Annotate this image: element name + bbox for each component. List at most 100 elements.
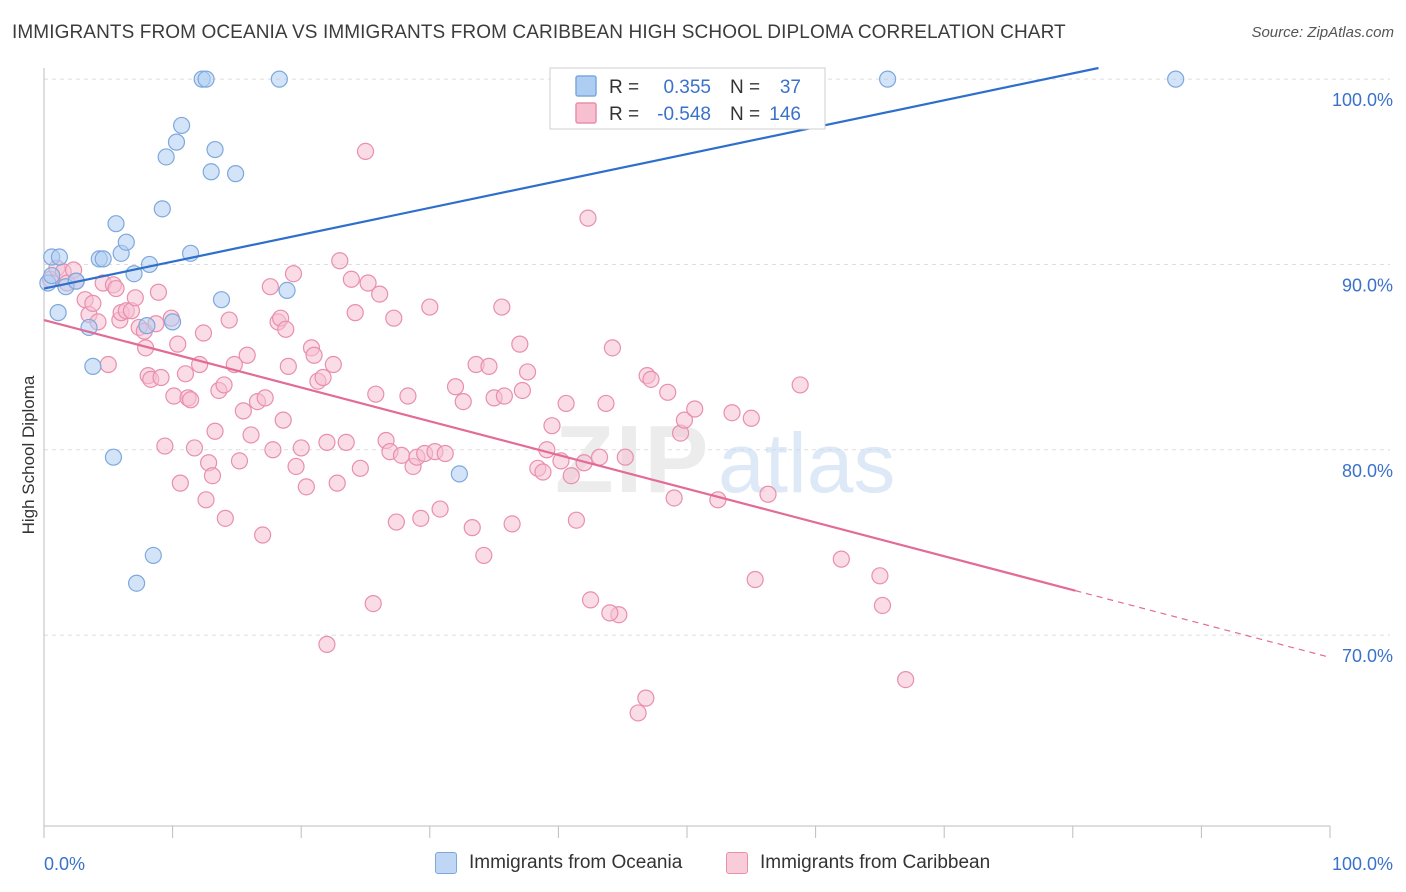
point-caribbean bbox=[171, 474, 189, 492]
legend-swatch-oceania bbox=[575, 75, 597, 97]
point-caribbean bbox=[230, 452, 249, 470]
point-caribbean bbox=[791, 376, 809, 394]
point-caribbean bbox=[165, 387, 183, 405]
series-caribbean-points bbox=[41, 142, 915, 722]
point-oceania bbox=[157, 148, 175, 166]
point-caribbean bbox=[637, 689, 655, 707]
legend-n-label-caribbean: N = bbox=[730, 104, 760, 125]
point-oceania bbox=[127, 574, 146, 592]
point-oceania bbox=[270, 70, 288, 88]
point-caribbean bbox=[287, 457, 305, 476]
point-oceania bbox=[167, 133, 186, 151]
point-oceania bbox=[153, 200, 171, 218]
point-caribbean bbox=[318, 635, 336, 653]
series-legend: Immigrants from Oceania Immigrants from … bbox=[0, 852, 1406, 878]
point-caribbean bbox=[412, 509, 430, 527]
point-caribbean bbox=[675, 411, 694, 429]
point-caribbean bbox=[597, 394, 615, 413]
legend-r-label-oceania: R = bbox=[609, 77, 639, 98]
watermark-atlas: atlas bbox=[718, 416, 895, 510]
point-caribbean bbox=[242, 426, 260, 444]
point-caribbean bbox=[562, 467, 580, 485]
legend-swatch-oceania bbox=[435, 852, 457, 874]
point-caribbean bbox=[256, 389, 274, 407]
point-oceania bbox=[879, 70, 897, 88]
x-tick-labels: 0.0% 100.0% bbox=[44, 854, 1393, 874]
point-caribbean bbox=[832, 550, 850, 568]
point-oceania bbox=[173, 116, 191, 135]
legend-n-value-oceania: 37 bbox=[780, 77, 801, 98]
trend-line-caribbean-extension bbox=[1075, 590, 1331, 658]
point-caribbean bbox=[359, 274, 377, 292]
point-caribbean bbox=[387, 513, 405, 531]
point-oceania bbox=[138, 317, 156, 335]
point-caribbean bbox=[534, 463, 552, 481]
point-caribbean bbox=[84, 294, 102, 312]
point-caribbean bbox=[194, 324, 213, 342]
point-caribbean bbox=[342, 270, 360, 288]
point-caribbean bbox=[156, 437, 174, 455]
legend-r-label-caribbean: R = bbox=[609, 104, 639, 125]
point-oceania bbox=[94, 250, 112, 268]
point-oceania bbox=[84, 357, 102, 375]
point-caribbean bbox=[709, 491, 727, 509]
point-caribbean bbox=[346, 304, 364, 322]
point-caribbean bbox=[579, 209, 597, 227]
point-oceania bbox=[107, 215, 125, 233]
point-caribbean bbox=[421, 298, 439, 316]
point-oceania bbox=[50, 248, 69, 266]
legend-item-oceania[interactable]: Immigrants from Oceania bbox=[435, 852, 682, 874]
point-caribbean bbox=[185, 439, 204, 457]
point-caribbean bbox=[371, 285, 389, 303]
point-caribbean bbox=[126, 289, 144, 307]
point-caribbean bbox=[99, 355, 117, 374]
point-caribbean bbox=[436, 444, 454, 463]
point-oceania bbox=[104, 448, 123, 466]
point-caribbean bbox=[446, 378, 465, 396]
point-oceania bbox=[49, 304, 67, 322]
point-caribbean bbox=[511, 335, 529, 353]
point-oceania bbox=[144, 546, 162, 565]
point-caribbean bbox=[331, 252, 349, 270]
legend-item-caribbean[interactable]: Immigrants from Caribbean bbox=[726, 852, 990, 874]
trend-line-oceania bbox=[43, 66, 1099, 290]
point-caribbean bbox=[567, 511, 586, 529]
point-caribbean bbox=[665, 489, 683, 507]
point-caribbean bbox=[601, 604, 619, 622]
point-caribbean bbox=[234, 402, 252, 420]
x-tick-label: 0.0% bbox=[44, 854, 85, 874]
axes bbox=[43, 68, 1331, 838]
point-caribbean bbox=[480, 357, 498, 375]
point-caribbean bbox=[274, 411, 292, 429]
point-caribbean bbox=[324, 355, 342, 374]
point-caribbean bbox=[264, 441, 282, 459]
point-caribbean bbox=[305, 346, 323, 364]
point-caribbean bbox=[337, 433, 355, 451]
point-caribbean bbox=[454, 392, 472, 411]
point-oceania bbox=[202, 163, 220, 181]
point-caribbean bbox=[742, 409, 760, 427]
point-caribbean bbox=[629, 704, 647, 722]
point-caribbean bbox=[590, 448, 609, 466]
point-caribbean bbox=[518, 363, 537, 381]
y-tick-label: 80.0% bbox=[1342, 461, 1393, 481]
x-tick-label: 100.0% bbox=[1332, 854, 1393, 874]
point-caribbean bbox=[297, 478, 315, 496]
point-caribbean bbox=[292, 439, 310, 457]
point-caribbean bbox=[318, 433, 336, 451]
point-caribbean bbox=[182, 391, 200, 409]
point-caribbean bbox=[364, 595, 382, 613]
point-oceania bbox=[1167, 70, 1185, 88]
legend-label-oceania: Immigrants from Oceania bbox=[469, 852, 683, 873]
point-caribbean bbox=[254, 526, 272, 544]
point-caribbean bbox=[399, 387, 417, 405]
point-oceania bbox=[43, 266, 61, 285]
point-oceania bbox=[197, 70, 215, 88]
point-caribbean bbox=[495, 387, 513, 405]
point-caribbean bbox=[149, 283, 168, 301]
y-tick-label: 70.0% bbox=[1342, 646, 1393, 666]
point-oceania bbox=[117, 233, 135, 251]
point-caribbean bbox=[367, 385, 385, 403]
point-caribbean bbox=[351, 459, 369, 477]
point-caribbean bbox=[513, 381, 531, 400]
